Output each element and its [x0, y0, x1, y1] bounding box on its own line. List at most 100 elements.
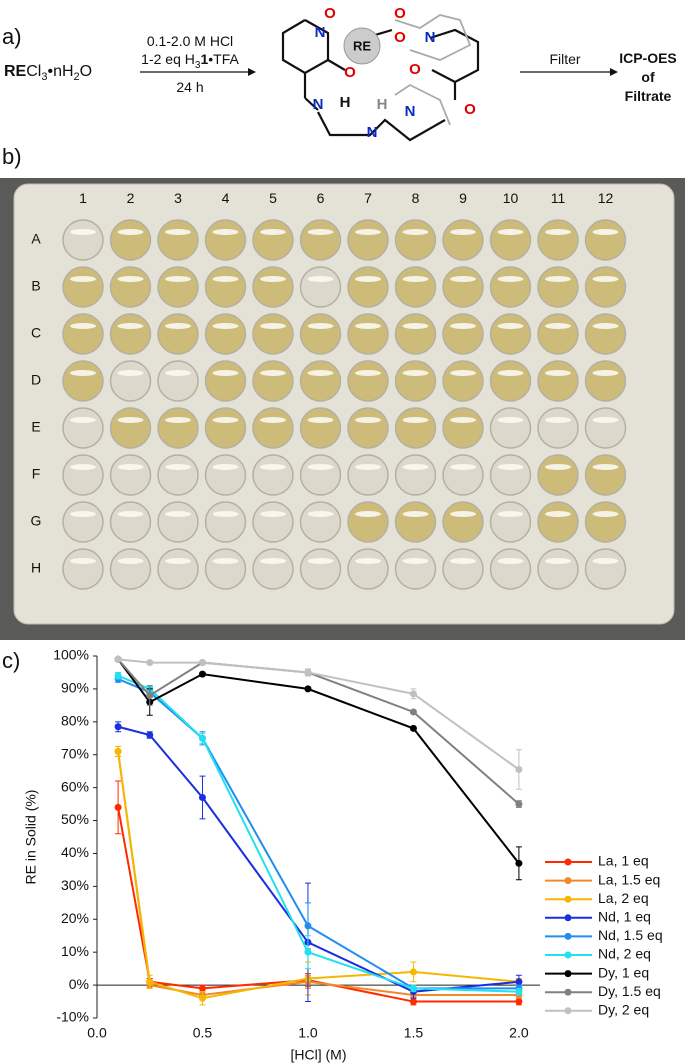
well-highlight — [592, 558, 619, 564]
well-highlight — [592, 229, 619, 235]
well — [252, 548, 294, 590]
well — [157, 313, 199, 355]
well — [204, 501, 247, 543]
atom: N — [405, 103, 416, 120]
y-tick-label: 70% — [61, 745, 89, 761]
well — [584, 266, 627, 308]
well-highlight — [70, 323, 96, 329]
well — [489, 407, 532, 449]
marker — [304, 922, 312, 930]
marker — [114, 723, 122, 731]
well — [537, 407, 579, 449]
well-highlight — [545, 558, 571, 564]
bond — [394, 14, 472, 61]
well — [347, 454, 389, 496]
well — [109, 219, 152, 261]
atom: O — [344, 64, 356, 81]
atom: N — [367, 124, 378, 141]
well — [109, 360, 152, 402]
marker — [146, 691, 154, 699]
series-line — [117, 658, 520, 771]
well-highlight — [212, 558, 239, 564]
y-tick-label: 90% — [61, 680, 89, 696]
bond — [317, 111, 446, 142]
well-highlight — [355, 511, 381, 517]
well — [299, 266, 342, 308]
well-highlight — [402, 370, 429, 376]
marker — [409, 690, 417, 698]
atom: O — [464, 101, 476, 118]
well — [204, 454, 247, 496]
well — [62, 407, 104, 449]
row-label: A — [31, 231, 41, 247]
well-highlight — [117, 323, 144, 329]
y-tick-label: 20% — [61, 910, 89, 926]
well — [109, 548, 152, 590]
well — [584, 548, 627, 590]
well-highlight — [307, 276, 334, 282]
well — [62, 501, 104, 543]
well — [584, 454, 627, 496]
y-tick-label: 60% — [61, 778, 89, 794]
legend-marker — [564, 1007, 572, 1015]
well-highlight — [402, 417, 429, 423]
atom: O — [324, 5, 336, 22]
well-highlight — [260, 229, 286, 235]
well — [442, 219, 484, 261]
well — [62, 266, 104, 308]
bond — [304, 97, 319, 111]
well — [299, 360, 342, 402]
well — [394, 407, 437, 449]
well-highlight — [260, 370, 286, 376]
well-highlight — [307, 558, 334, 564]
well — [347, 501, 389, 543]
row-label: E — [31, 419, 40, 435]
well — [584, 360, 627, 402]
atom: H — [340, 94, 351, 111]
well — [442, 548, 484, 590]
well — [252, 313, 294, 355]
well — [157, 548, 199, 590]
y-tick-label: 40% — [61, 844, 89, 860]
well-highlight — [165, 276, 191, 282]
condition: 0.1-2.0 M HCl — [147, 33, 233, 49]
well-highlight — [402, 464, 429, 470]
column-label: 6 — [317, 190, 325, 206]
well — [584, 501, 627, 543]
x-tick-label: 0.5 — [193, 1025, 213, 1041]
reactant-part: 3 — [41, 71, 47, 83]
series-line — [117, 725, 519, 993]
series-line — [117, 751, 519, 1000]
atom: RE — [353, 38, 371, 53]
well — [394, 548, 437, 590]
well-highlight — [355, 323, 381, 329]
product: Filtrate — [625, 88, 672, 104]
marker — [198, 794, 206, 802]
well-highlight — [307, 323, 334, 329]
well-highlight — [70, 229, 96, 235]
marker — [409, 724, 417, 732]
marker — [409, 984, 417, 992]
well — [347, 266, 389, 308]
well — [394, 313, 437, 355]
well-highlight — [70, 558, 96, 564]
condition-part: 3 — [195, 60, 201, 71]
well-highlight — [497, 276, 524, 282]
legend-marker — [564, 951, 572, 959]
well-highlight — [117, 229, 144, 235]
row-label: D — [31, 372, 41, 388]
well — [489, 360, 532, 402]
well — [62, 219, 104, 261]
well-highlight — [450, 417, 476, 423]
well — [394, 360, 437, 402]
well-highlight — [307, 511, 334, 517]
legend-marker — [564, 858, 572, 866]
legend-label: Dy, 2 eq — [598, 1002, 649, 1018]
atom: O — [409, 61, 421, 78]
legend-marker — [564, 988, 572, 996]
well-highlight — [165, 464, 191, 470]
well — [157, 266, 199, 308]
well-highlight — [497, 558, 524, 564]
well-highlight — [592, 511, 619, 517]
well-highlight — [212, 464, 239, 470]
